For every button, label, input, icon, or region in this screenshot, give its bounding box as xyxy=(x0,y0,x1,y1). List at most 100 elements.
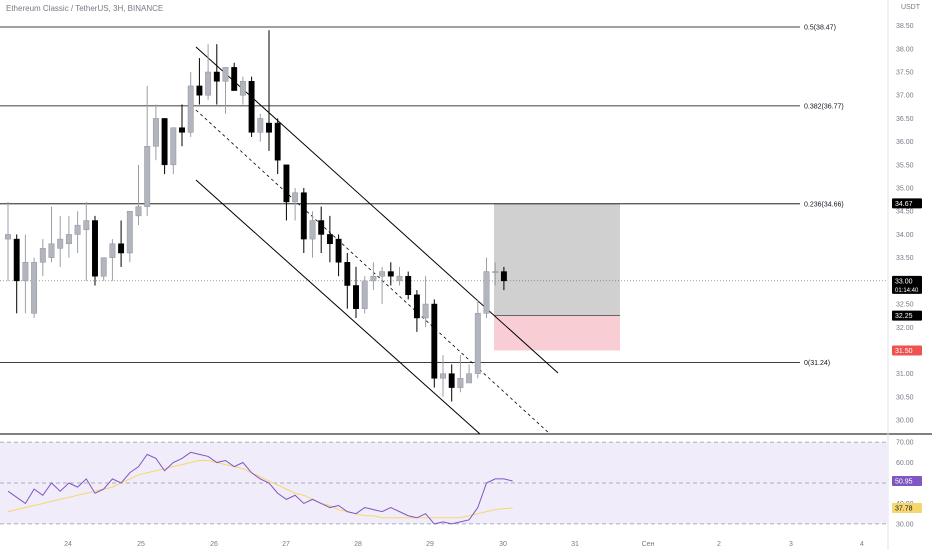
rsi-value-label: 50.95 xyxy=(895,478,913,485)
rsi-tick-label: 30.00 xyxy=(896,521,914,528)
stop-zone xyxy=(494,315,620,351)
candle xyxy=(413,290,420,332)
candle xyxy=(309,211,316,258)
candle-body xyxy=(222,67,229,82)
candle-body xyxy=(318,220,325,235)
candle-body xyxy=(405,275,412,296)
x-tick-label: 3 xyxy=(789,541,793,548)
candle-body xyxy=(74,224,81,235)
candle xyxy=(92,215,98,286)
candle xyxy=(118,220,125,267)
candle-body xyxy=(196,85,203,96)
candle-body xyxy=(83,220,90,231)
candle-body xyxy=(22,262,29,282)
candle-body xyxy=(274,122,281,161)
candle-body xyxy=(292,192,299,203)
price-tag xyxy=(892,275,922,294)
candle xyxy=(466,364,473,384)
y-tick-label: 36.50 xyxy=(896,116,914,123)
x-tick-label: 28 xyxy=(354,541,362,548)
x-tick-label: 29 xyxy=(426,541,434,548)
candle-body xyxy=(387,271,394,277)
candle-body xyxy=(361,280,368,309)
candle xyxy=(196,58,203,105)
price-tag xyxy=(892,310,922,321)
candle xyxy=(500,266,507,291)
candle xyxy=(257,113,264,142)
rsi-line xyxy=(7,451,513,525)
candle-body xyxy=(13,238,20,282)
x-tick-label: 25 xyxy=(137,541,145,548)
candle xyxy=(83,201,90,281)
candle xyxy=(100,257,107,281)
y-tick-label: 30.00 xyxy=(896,418,914,425)
fib-level-label: 0(31.24) xyxy=(804,360,830,367)
candle xyxy=(387,262,394,286)
candle-body xyxy=(431,303,438,379)
candle xyxy=(222,67,229,114)
candle-body xyxy=(474,313,481,374)
y-tick-label: 33.50 xyxy=(896,255,914,262)
price-tag-countdown: 01:14:40 xyxy=(895,288,919,294)
candle xyxy=(65,215,72,258)
candle-body xyxy=(466,373,473,384)
candle-body xyxy=(379,271,386,277)
price-tag-label: 32.25 xyxy=(895,313,913,320)
price-tag-label: 34.67 xyxy=(895,201,913,208)
candle xyxy=(22,234,29,314)
rsi-value-tag xyxy=(892,475,922,486)
candle xyxy=(492,262,499,286)
candle-body xyxy=(187,85,194,133)
y-tick-label: 35.00 xyxy=(896,186,914,193)
rsi-tick-label: 60.00 xyxy=(896,460,914,467)
y-tick-label: 32.00 xyxy=(896,325,914,332)
rsi-ma-label: 37.78 xyxy=(895,505,913,512)
rsi-tick-label: 70.00 xyxy=(896,440,914,447)
candle xyxy=(152,104,159,161)
candle xyxy=(396,266,403,286)
candle xyxy=(361,276,368,314)
symbol-title: Ethereum Classic / TetherUS, 3H, BINANCE xyxy=(6,4,164,13)
candle xyxy=(283,164,290,221)
candle-body xyxy=(353,285,359,309)
candle xyxy=(474,299,481,379)
candle xyxy=(405,271,412,300)
candle-body xyxy=(335,238,342,263)
channel-mid-line xyxy=(195,109,551,435)
candle-body xyxy=(448,373,455,388)
candle xyxy=(161,118,168,175)
candle-body xyxy=(57,238,64,249)
candle-body xyxy=(300,192,307,240)
candle-body xyxy=(266,122,272,133)
candle-body xyxy=(48,243,55,258)
y-tick-label: 34.00 xyxy=(896,232,914,239)
currency-label: USDT xyxy=(900,4,920,11)
candle-body xyxy=(396,275,403,282)
y-tick-label: 32.50 xyxy=(896,302,914,309)
price-tag-label: 33.00 xyxy=(895,278,913,285)
candle-body xyxy=(344,262,351,286)
price-tag xyxy=(892,198,922,209)
x-tick-label: Сен xyxy=(642,541,655,548)
candle xyxy=(344,253,351,309)
candle xyxy=(431,299,438,388)
candle-body xyxy=(309,220,316,240)
candle xyxy=(239,76,246,105)
rsi-ma-tag xyxy=(892,502,922,513)
candle-body xyxy=(152,118,159,147)
candle-body xyxy=(413,294,420,319)
candle xyxy=(135,164,142,226)
fib-level-label: 0.236(34.66) xyxy=(804,201,844,208)
candle-body xyxy=(179,127,185,133)
candle xyxy=(231,62,238,91)
x-tick-label: 4 xyxy=(860,541,864,548)
candle xyxy=(187,72,194,137)
candle-body xyxy=(213,71,220,82)
candle xyxy=(422,276,429,328)
candle-body xyxy=(457,378,464,388)
y-tick-label: 38.50 xyxy=(896,23,914,30)
candle xyxy=(109,239,116,281)
candle xyxy=(326,215,333,263)
